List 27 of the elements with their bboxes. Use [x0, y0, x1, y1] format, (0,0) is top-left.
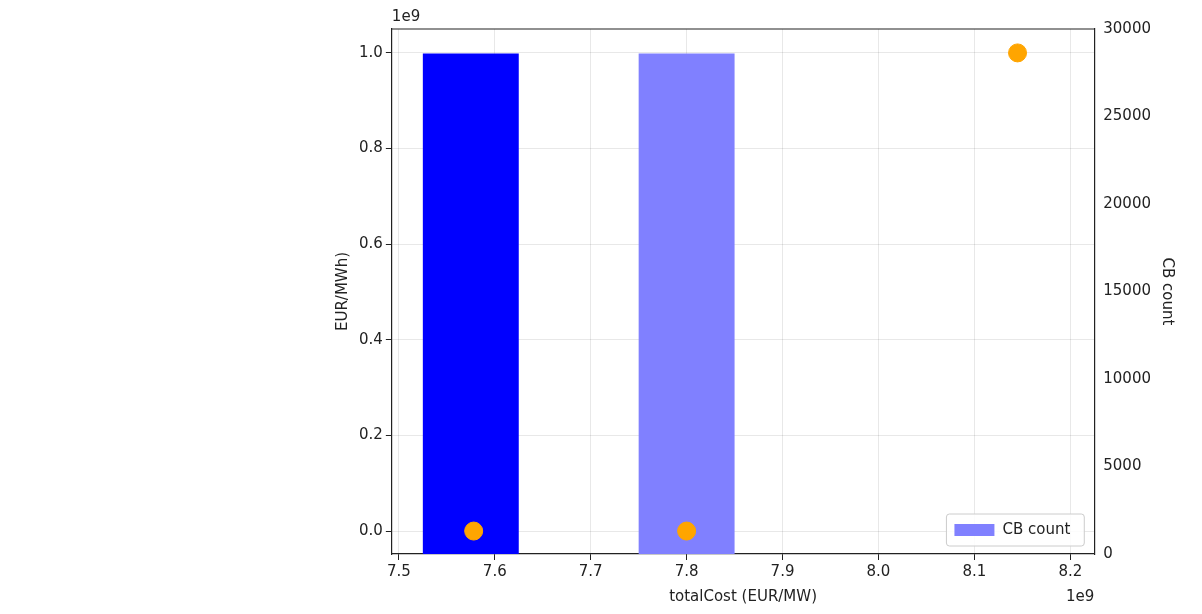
x-tick-label: 8.0	[866, 561, 891, 580]
y-tick-label: 0.8	[359, 138, 383, 157]
y2-tick-label: 20000	[1103, 193, 1151, 212]
x-axis-title: totalCost (EUR/MW)	[669, 586, 817, 605]
y2-tick-label: 0	[1103, 543, 1113, 562]
y2-tick-label: 25000	[1103, 106, 1151, 125]
y-tick-label: 0.2	[359, 425, 383, 444]
y-tick-label: 0.0	[359, 520, 383, 539]
y2-axis-title: CB count	[1159, 257, 1178, 326]
y-tick-label: 1.0	[359, 42, 383, 61]
y2-tick-label: 5000	[1103, 456, 1142, 475]
text: 1e9	[391, 7, 421, 26]
legend-label: CB count	[1002, 519, 1071, 538]
y2-tick-label: 30000	[1103, 18, 1151, 37]
x-tick-label: 7.6	[482, 561, 507, 580]
y2-tick-label: 10000	[1103, 368, 1151, 387]
y-axis-title: EUR/MWh)	[332, 251, 351, 332]
y2-tick-label: 15000	[1103, 281, 1151, 300]
x-tick-label: 8.2	[1058, 561, 1083, 580]
x-tick-label: 7.5	[386, 561, 411, 580]
text: 1e9	[1065, 587, 1095, 606]
x-tick-label: 8.1	[962, 561, 987, 580]
x-tick-label: 7.9	[770, 561, 795, 580]
x-tick-label: 7.7	[578, 561, 603, 580]
y-tick-label: 0.4	[359, 329, 383, 348]
x-tick-label: 7.8	[674, 561, 699, 580]
y-tick-label: 0.6	[359, 234, 383, 253]
